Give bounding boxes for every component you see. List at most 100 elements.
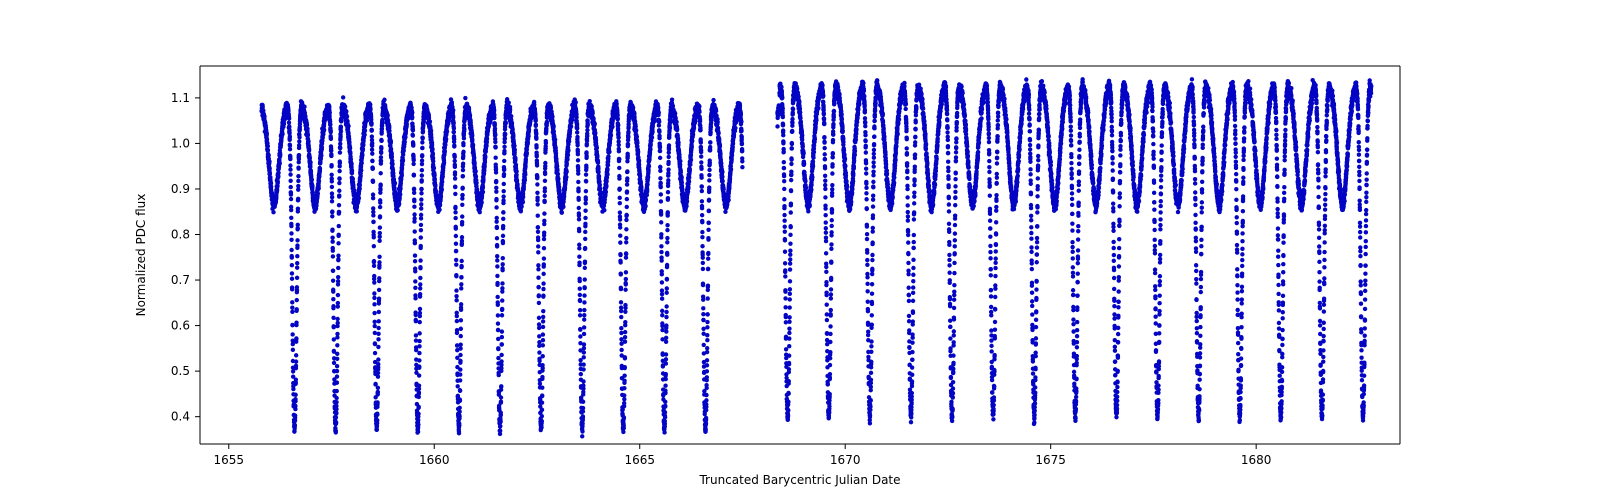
scatter-point xyxy=(372,274,376,278)
scatter-point xyxy=(637,158,641,162)
scatter-point xyxy=(331,316,335,320)
scatter-point xyxy=(330,199,334,203)
scatter-point xyxy=(377,276,381,280)
scatter-point xyxy=(623,288,627,292)
scatter-point xyxy=(413,296,417,300)
scatter-point xyxy=(459,327,463,331)
scatter-point xyxy=(596,170,600,174)
scatter-point xyxy=(617,149,621,153)
scatter-point xyxy=(537,301,541,305)
scatter-point xyxy=(585,134,589,138)
scatter-point xyxy=(295,238,299,242)
scatter-point xyxy=(293,407,297,411)
scatter-point xyxy=(334,415,338,419)
scatter-point xyxy=(389,139,393,143)
scatter-point xyxy=(335,332,339,336)
scatter-point xyxy=(533,112,537,116)
scatter-point xyxy=(632,115,636,119)
scatter-point xyxy=(316,191,320,195)
scatter-point xyxy=(354,209,358,213)
scatter-point xyxy=(578,308,582,312)
scatter-point xyxy=(534,145,538,149)
scatter-point xyxy=(413,229,417,233)
scatter-point xyxy=(561,205,565,209)
scatter-point xyxy=(420,136,424,140)
scatter-point xyxy=(494,197,498,201)
scatter-point xyxy=(500,329,504,333)
scatter-point xyxy=(566,153,570,157)
scatter-point xyxy=(379,171,383,175)
scatter-point xyxy=(330,209,334,213)
scatter-point xyxy=(369,121,373,125)
scatter-point xyxy=(335,352,339,356)
scatter-point xyxy=(288,157,292,161)
scatter-point xyxy=(419,206,423,210)
scatter-point xyxy=(297,139,301,143)
scatter-point xyxy=(418,276,422,280)
scatter-point xyxy=(540,414,544,418)
scatter-point xyxy=(360,153,364,157)
scatter-point xyxy=(440,187,444,191)
scatter-point xyxy=(583,246,587,250)
scatter-point xyxy=(451,108,455,112)
scatter-point xyxy=(412,158,416,162)
scatter-point xyxy=(536,267,540,271)
scatter-point xyxy=(499,359,503,363)
scatter-point xyxy=(417,344,421,348)
scatter-point xyxy=(417,390,421,394)
scatter-point xyxy=(376,362,380,366)
scatter-point xyxy=(290,271,294,275)
scatter-point xyxy=(289,224,293,228)
scatter-point xyxy=(535,191,539,195)
scatter-point xyxy=(368,106,372,110)
scatter-point xyxy=(537,350,541,354)
scatter-point xyxy=(454,242,458,246)
scatter-point xyxy=(605,172,609,176)
scatter-point xyxy=(541,309,545,313)
scatter-point xyxy=(418,258,422,262)
scatter-point xyxy=(523,172,527,176)
scatter-point xyxy=(575,126,579,130)
scatter-point xyxy=(623,306,627,310)
scatter-point xyxy=(451,121,455,125)
scatter-point xyxy=(605,167,609,171)
scatter-point xyxy=(618,253,622,257)
scatter-point xyxy=(372,302,376,306)
scatter-point xyxy=(379,146,383,150)
scatter-point xyxy=(413,286,417,290)
scatter-point xyxy=(336,241,340,245)
scatter-point xyxy=(414,348,418,352)
scatter-point xyxy=(590,104,594,108)
scatter-point xyxy=(338,134,342,138)
scatter-point xyxy=(331,289,335,293)
scatter-point xyxy=(543,172,547,176)
scatter-point xyxy=(583,230,587,234)
scatter-point xyxy=(567,139,571,143)
scatter-point xyxy=(623,335,627,339)
scatter-point xyxy=(576,152,580,156)
scatter-point xyxy=(372,244,376,248)
scatter-point xyxy=(454,226,458,230)
scatter-point xyxy=(536,225,540,229)
scatter-point xyxy=(371,220,375,224)
scatter-point xyxy=(460,220,464,224)
scatter-point xyxy=(514,169,518,173)
scatter-point xyxy=(498,424,502,428)
scatter-point xyxy=(287,116,291,120)
scatter-point xyxy=(266,148,270,152)
scatter-point xyxy=(453,170,457,174)
scatter-point xyxy=(459,334,463,338)
scatter-point xyxy=(375,400,379,404)
scatter-point xyxy=(581,414,585,418)
scatter-point xyxy=(562,194,566,198)
scatter-point xyxy=(551,124,555,128)
scatter-point xyxy=(420,178,424,182)
scatter-point xyxy=(276,180,280,184)
scatter-point xyxy=(289,192,293,196)
scatter-point xyxy=(322,128,326,132)
scatter-point xyxy=(619,315,623,319)
scatter-point xyxy=(566,148,570,152)
scatter-point xyxy=(338,146,342,150)
scatter-point xyxy=(499,399,503,403)
scatter-point xyxy=(578,279,582,283)
